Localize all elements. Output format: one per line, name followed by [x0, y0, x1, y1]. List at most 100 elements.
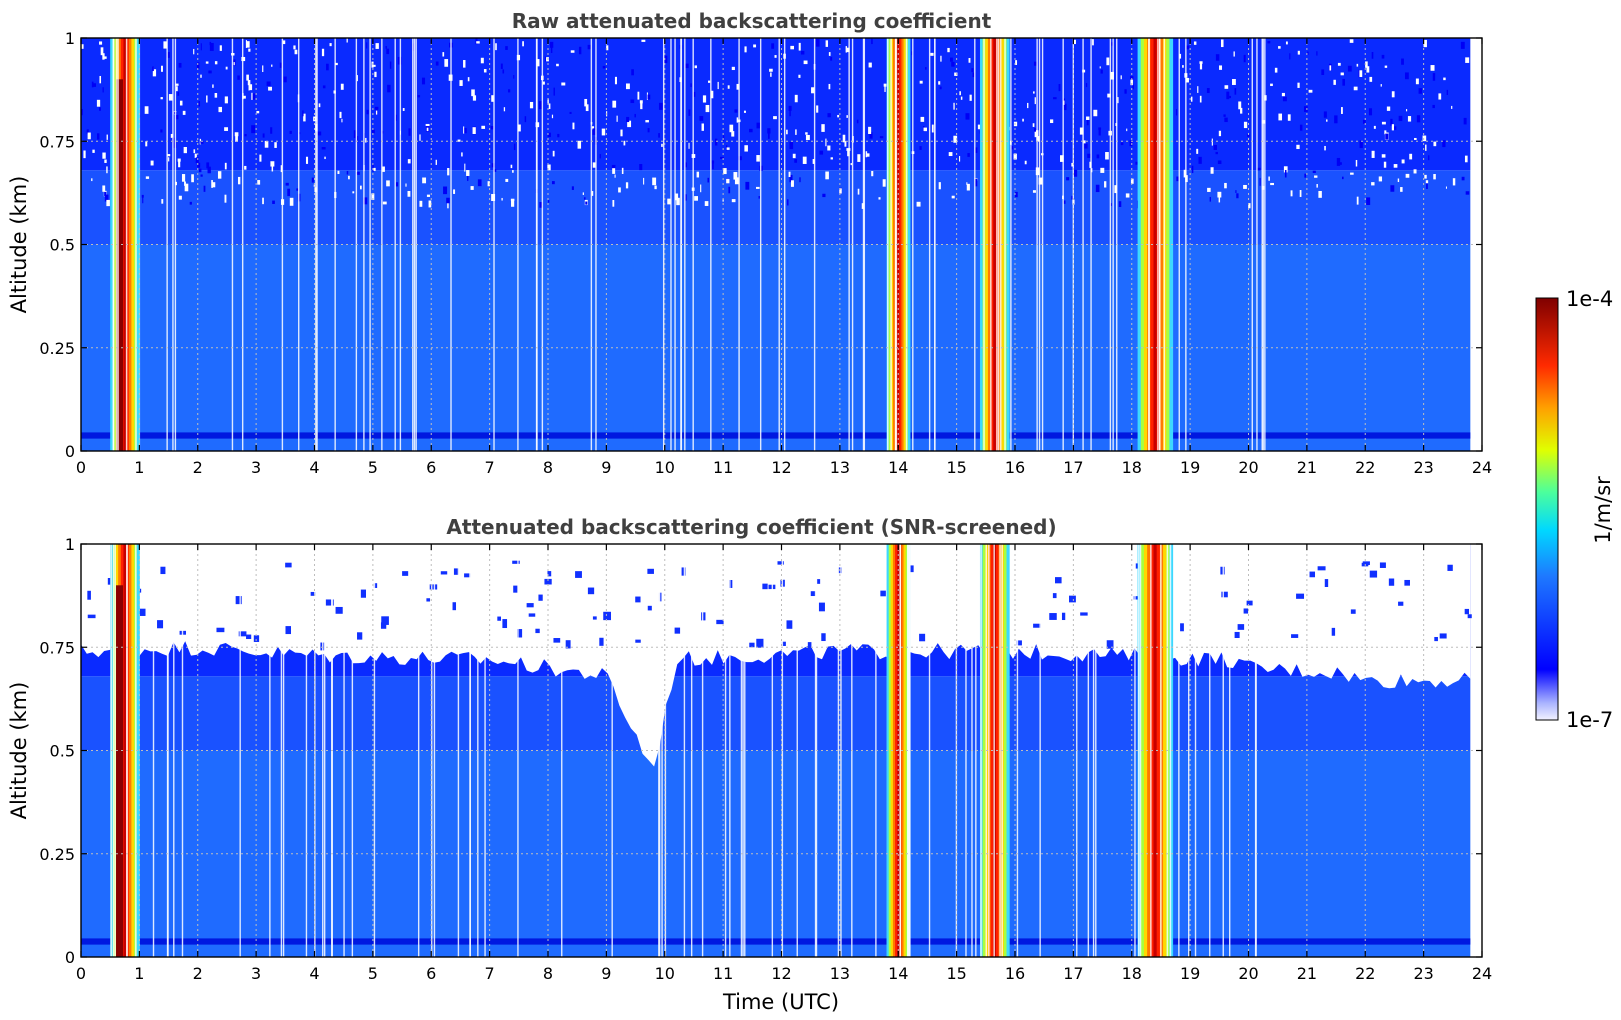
- noise-speckle: [789, 141, 794, 150]
- x-tick-label: 0: [76, 458, 86, 477]
- noise-speckle: [1391, 124, 1395, 131]
- noise-speckle: [646, 92, 648, 100]
- noise-speckle: [947, 47, 950, 53]
- x-tick-label: 8: [543, 964, 553, 983]
- noise-speckle: [233, 62, 235, 66]
- noise-speckle: [1223, 114, 1226, 117]
- data-gap-line: [1139, 544, 1142, 957]
- cloud-band: [979, 38, 1010, 451]
- noise-speckle: [1392, 126, 1397, 130]
- noise-speckle: [825, 171, 829, 180]
- screened-fragment: [453, 568, 459, 575]
- noise-speckle: [373, 167, 376, 171]
- noise-speckle: [461, 152, 463, 157]
- noise-speckle: [103, 56, 107, 59]
- noise-speckle: [587, 44, 591, 50]
- noise-speckle: [690, 83, 692, 88]
- x-tick-label: 7: [485, 458, 495, 477]
- noise-speckle: [652, 177, 657, 186]
- x-tick-label: 12: [771, 964, 791, 983]
- cloud-band-strip: [903, 544, 907, 957]
- x-tick-label: 3: [251, 458, 261, 477]
- data-gap-line: [1229, 544, 1231, 957]
- x-tick-label: 21: [1297, 964, 1317, 983]
- noise-speckle: [341, 118, 343, 123]
- heatmap-panel-screened: 0 1 2 3 4 5 6 7 8 9 10 11 12 13 14 15 16 17 18 19 20 21 22 23 24…: [7, 515, 1492, 983]
- noise-speckle: [1185, 77, 1189, 83]
- noise-speckle: [246, 41, 250, 48]
- noise-speckle: [802, 156, 807, 164]
- noise-speckle: [827, 145, 831, 151]
- noise-speckle: [1443, 77, 1446, 81]
- noise-speckle: [661, 143, 663, 147]
- data-gap-line: [729, 544, 731, 957]
- noise-speckle: [501, 197, 503, 201]
- noise-speckle: [1303, 106, 1308, 112]
- noise-speckle: [1125, 193, 1130, 198]
- noise-speckle: [1358, 69, 1360, 78]
- noise-speckle: [1464, 155, 1468, 163]
- noise-speckle: [464, 163, 466, 172]
- data-gap-line: [928, 544, 931, 957]
- noise-speckle: [1281, 92, 1285, 97]
- noise-speckle: [1296, 144, 1300, 150]
- noise-speckle: [723, 168, 727, 175]
- noise-speckle: [868, 62, 872, 68]
- data-gap-line: [1092, 544, 1095, 957]
- noise-speckle: [145, 176, 150, 179]
- noise-speckle: [1199, 95, 1202, 103]
- noise-speckle: [1384, 130, 1387, 135]
- noise-speckle: [966, 182, 968, 185]
- noise-speckle: [919, 146, 922, 150]
- noise-speckle: [736, 83, 739, 90]
- noise-speckle: [756, 122, 761, 129]
- screened-fragment: [1221, 591, 1228, 598]
- noise-speckle: [1297, 50, 1300, 55]
- screened-fragment: [603, 611, 612, 621]
- noise-speckle: [1400, 187, 1403, 192]
- noise-speckle: [839, 188, 842, 194]
- screened-fragment: [1234, 631, 1240, 639]
- data-gap-line: [334, 38, 336, 451]
- x-tick-label: 10: [655, 964, 675, 983]
- noise-speckle: [425, 123, 430, 127]
- cloud-band: [979, 544, 1010, 957]
- data-gap-line: [692, 38, 694, 451]
- screened-fragment: [1388, 578, 1395, 586]
- noise-speckle: [407, 190, 411, 197]
- noise-speckle: [224, 162, 227, 170]
- noise-speckle: [1215, 54, 1220, 61]
- y-axis-label: Altitude (km): [7, 176, 31, 314]
- noise-speckle: [705, 104, 710, 113]
- noise-speckle: [422, 177, 427, 184]
- noise-speckle: [626, 116, 630, 123]
- noise-speckle: [549, 41, 554, 48]
- data-gap-line: [1134, 544, 1136, 957]
- cloud-band-strip: [907, 38, 911, 451]
- data-gap-line: [112, 38, 115, 451]
- noise-speckle: [1318, 190, 1322, 198]
- noise-speckle: [626, 182, 629, 189]
- noise-speckle: [931, 124, 934, 133]
- noise-speckle: [1233, 51, 1235, 57]
- data-gap-line: [1112, 38, 1114, 451]
- noise-speckle: [1299, 124, 1303, 131]
- screened-fragment: [647, 605, 652, 611]
- noise-speckle: [1199, 62, 1203, 70]
- noise-speckle: [402, 108, 405, 111]
- data-gap-line: [1169, 544, 1172, 957]
- noise-speckle: [640, 101, 643, 110]
- noise-speckle: [1342, 78, 1345, 86]
- cloud-band-strip: [899, 38, 902, 451]
- noise-speckle: [1385, 133, 1389, 140]
- noise-speckle: [1087, 153, 1091, 158]
- noise-speckle: [738, 156, 742, 161]
- screened-fragment: [87, 590, 91, 600]
- noise-speckle: [561, 82, 566, 86]
- noise-speckle: [1013, 121, 1018, 127]
- noise-speckle: [773, 116, 777, 120]
- noise-speckle: [282, 40, 286, 45]
- noise-speckle: [582, 192, 584, 195]
- noise-speckle: [882, 179, 886, 187]
- x-tick-label: 5: [368, 964, 378, 983]
